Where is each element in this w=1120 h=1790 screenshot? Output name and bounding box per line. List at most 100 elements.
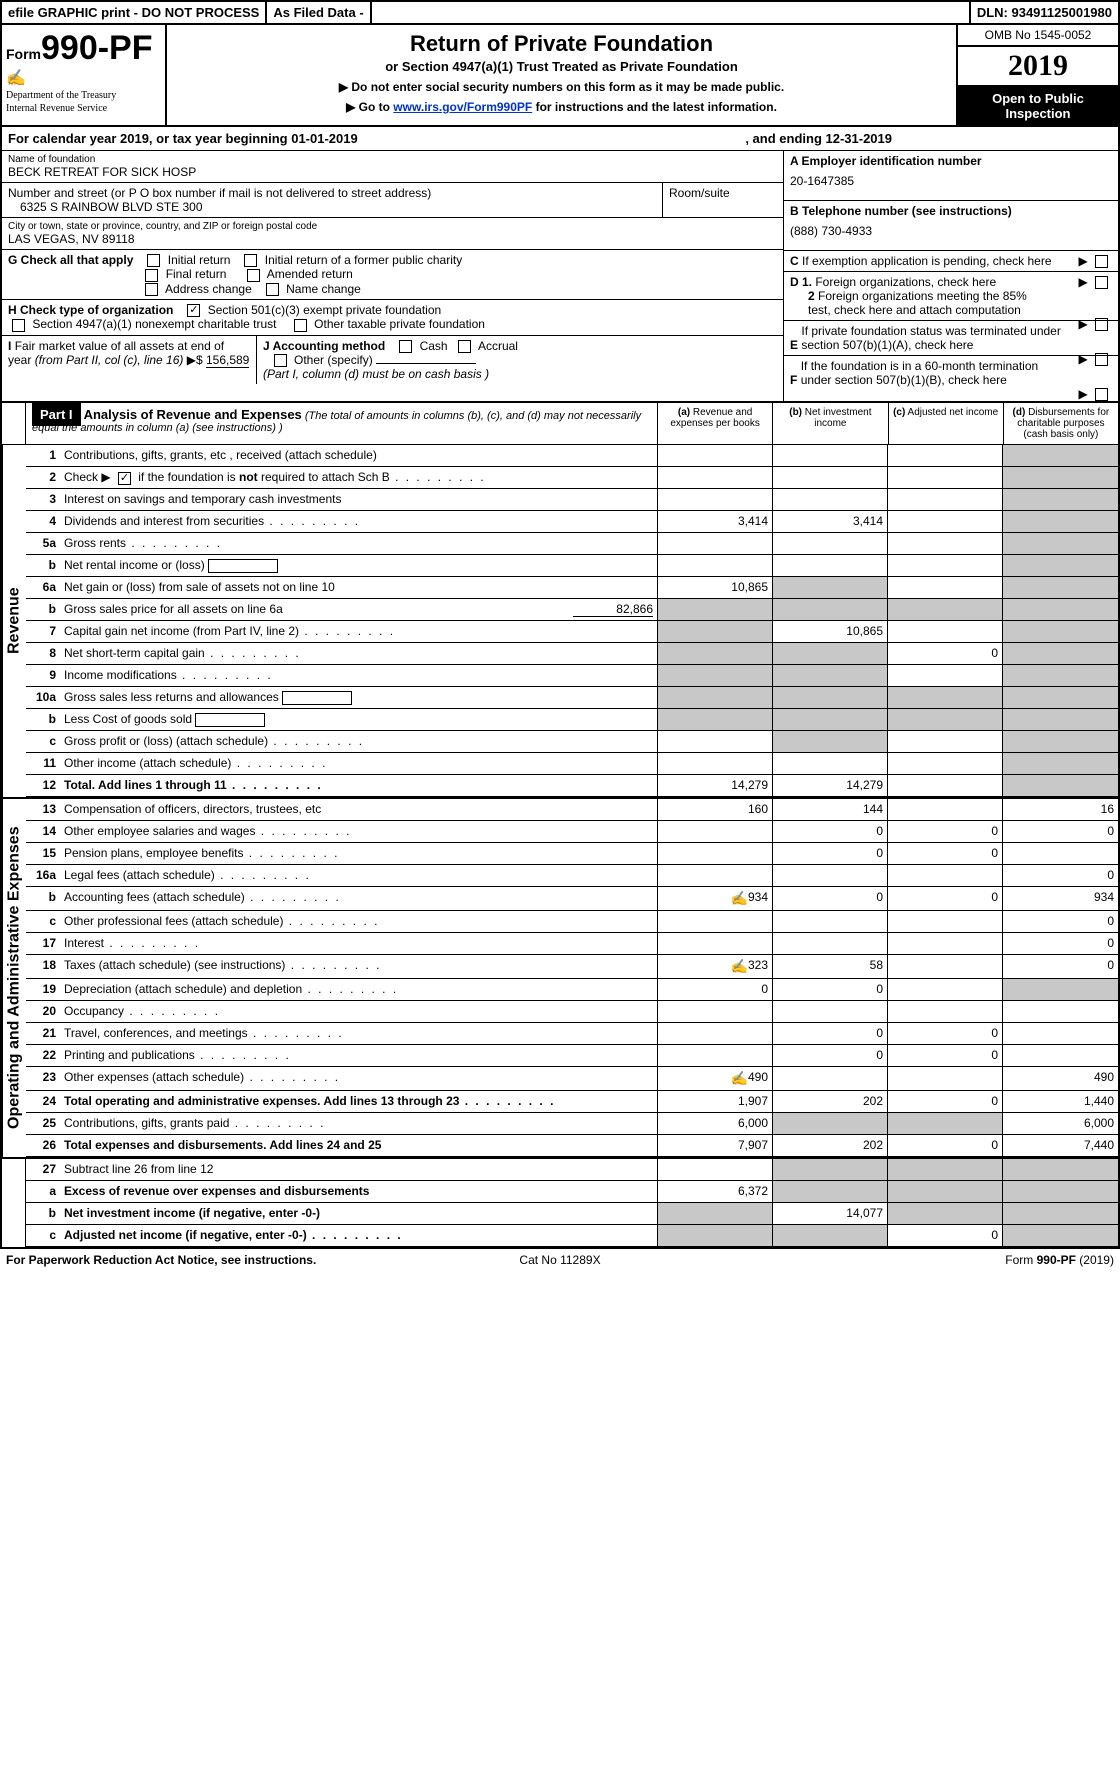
table-row: 1Contributions, gifts, grants, etc , rec… (26, 445, 1118, 467)
cell-a (658, 1203, 773, 1224)
table-row: bNet rental income or (loss) (26, 555, 1118, 577)
line-number: 15 (26, 843, 60, 864)
line-number: c (26, 731, 60, 752)
line-desc: Excess of revenue over expenses and disb… (60, 1181, 658, 1202)
form-header: Form990-PF ✍ Department of the Treasury … (2, 25, 1118, 127)
cell-b (773, 1067, 888, 1090)
top-bar: efile GRAPHIC print - DO NOT PROCESS As … (2, 2, 1118, 25)
checkbox-F[interactable] (1095, 388, 1108, 401)
checkbox-address[interactable] (145, 283, 158, 296)
line-number: 20 (26, 1001, 60, 1022)
line-desc: Pension plans, employee benefits (60, 843, 658, 864)
cell-c: 0 (888, 1023, 1003, 1044)
line-number: 6a (26, 577, 60, 598)
line-number: 21 (26, 1023, 60, 1044)
line-number: c (26, 1225, 60, 1246)
cell-d: 6,000 (1003, 1113, 1118, 1134)
checkbox-D1[interactable] (1095, 276, 1108, 289)
cell-b (773, 467, 888, 488)
cell-b (773, 687, 888, 708)
checkbox-accrual[interactable] (458, 340, 471, 353)
attachment-icon: ✍ (731, 958, 748, 975)
IJ-row: I Fair market value of all assets at end… (2, 336, 783, 385)
table-row: 25Contributions, gifts, grants paid6,000… (26, 1113, 1118, 1135)
cell-c (888, 555, 1003, 576)
cell-b (773, 933, 888, 954)
cell-d: 0 (1003, 955, 1118, 978)
checkbox-cash[interactable] (399, 340, 412, 353)
checkbox-final[interactable] (145, 269, 158, 282)
checkbox-C[interactable] (1095, 255, 1108, 268)
cell-c: 0 (888, 1045, 1003, 1066)
table-row: 19Depreciation (attach schedule) and dep… (26, 979, 1118, 1001)
checkbox-4947[interactable] (12, 319, 25, 332)
attachment-icon: ✍ (731, 890, 748, 907)
checkbox-E[interactable] (1095, 353, 1108, 366)
table-row: 9Income modifications (26, 665, 1118, 687)
table-row: 7Capital gain net income (from Part IV, … (26, 621, 1118, 643)
cell-a: 6,372 (658, 1181, 773, 1202)
table-row: 26Total expenses and disbursements. Add … (26, 1135, 1118, 1157)
cell-a: 3,414 (658, 511, 773, 532)
line-number: 10a (26, 687, 60, 708)
C-cell: C If exemption application is pending, c… (784, 251, 1118, 272)
cell-a (658, 1159, 773, 1180)
cell-d: 0 (1003, 865, 1118, 886)
table-row: 15Pension plans, employee benefits00 (26, 843, 1118, 865)
checkbox-other-method[interactable] (274, 354, 287, 367)
checkbox-501c3[interactable]: ✓ (187, 304, 200, 317)
header-left: Form990-PF ✍ Department of the Treasury … (2, 25, 167, 125)
checkbox-D2[interactable] (1095, 318, 1108, 331)
irs-link[interactable]: www.irs.gov/Form990PF (393, 100, 532, 114)
table-row: 17Interest0 (26, 933, 1118, 955)
cell-c (888, 775, 1003, 796)
line-desc: Gross sales price for all assets on line… (60, 599, 658, 620)
cell-d (1003, 1203, 1118, 1224)
form-subtitle: or Section 4947(a)(1) Trust Treated as P… (177, 59, 946, 74)
cell-b (773, 1001, 888, 1022)
checkbox-amended[interactable] (247, 269, 260, 282)
checkbox-initial-former[interactable] (244, 254, 257, 267)
line-desc: Other income (attach schedule) (60, 753, 658, 774)
cell-a (658, 731, 773, 752)
cell-c (888, 911, 1003, 932)
cell-c (888, 1067, 1003, 1090)
line-number: 27 (26, 1159, 60, 1180)
line-desc: Adjusted net income (if negative, enter … (60, 1225, 658, 1246)
checkbox-other-tax[interactable] (294, 319, 307, 332)
table-row: 2Check ▶ ✓ if the foundation is not requ… (26, 467, 1118, 489)
cell-d (1003, 843, 1118, 864)
cell-d (1003, 1023, 1118, 1044)
cell-d (1003, 1181, 1118, 1202)
table-row: bLess Cost of goods sold (26, 709, 1118, 731)
table-row: 22Printing and publications00 (26, 1045, 1118, 1067)
part1-header: Part I Analysis of Revenue and Expenses … (2, 401, 1118, 445)
line-number: 5a (26, 533, 60, 554)
cell-d (1003, 511, 1118, 532)
table-row: 10aGross sales less returns and allowanc… (26, 687, 1118, 709)
table-row: bNet investment income (if negative, ent… (26, 1203, 1118, 1225)
cell-a: 0 (658, 979, 773, 1000)
asfiled-label: As Filed Data - (267, 2, 371, 23)
cell-b (773, 865, 888, 886)
cell-b (773, 731, 888, 752)
table-row: 13Compensation of officers, directors, t… (26, 799, 1118, 821)
cell-d (1003, 979, 1118, 1000)
line-desc: Other expenses (attach schedule) (60, 1067, 658, 1090)
line-number: 12 (26, 775, 60, 796)
cell-a: ✍ 490 (658, 1067, 773, 1090)
cell-a: 160 (658, 799, 773, 820)
line-number: b (26, 1203, 60, 1224)
cell-c (888, 865, 1003, 886)
cell-d: 0 (1003, 933, 1118, 954)
checkbox-initial[interactable] (147, 254, 160, 267)
checkbox-name[interactable] (266, 283, 279, 296)
cell-d (1003, 599, 1118, 620)
cell-a (658, 445, 773, 466)
line-number: b (26, 887, 60, 910)
cell-a (658, 821, 773, 842)
cell-a (658, 865, 773, 886)
line-number: 8 (26, 643, 60, 664)
table-row: bAccounting fees (attach schedule) ✍ 934… (26, 887, 1118, 911)
cell-a: 14,279 (658, 775, 773, 796)
